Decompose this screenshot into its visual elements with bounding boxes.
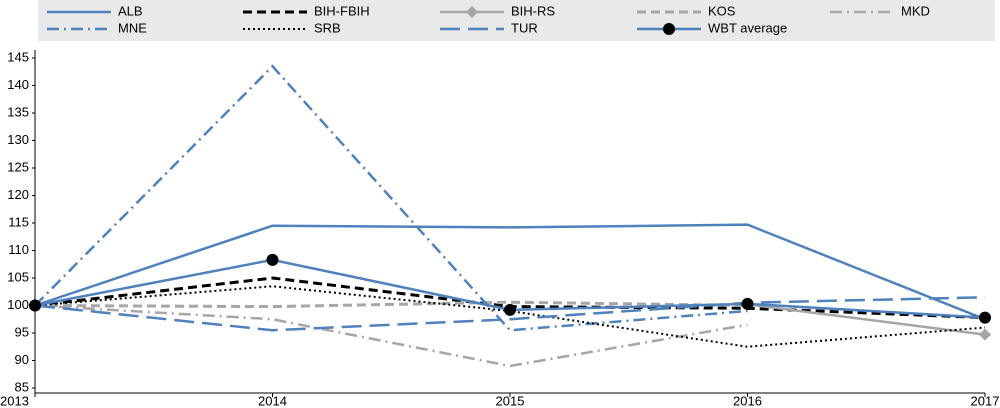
- y-tick-label: 135: [7, 104, 29, 119]
- series-line: [747, 303, 986, 336]
- x-tick-label: 2015: [496, 393, 525, 408]
- data-point: [29, 299, 41, 312]
- series-line: [34, 304, 748, 368]
- legend-marker: [466, 6, 478, 18]
- legend-label: BIH-RS: [511, 3, 555, 18]
- data-point: [979, 311, 991, 324]
- legend-label: MNE: [118, 20, 147, 35]
- x-tick-label: 2014: [258, 393, 287, 408]
- data-point: [266, 253, 279, 266]
- x-tick-label: 2017: [971, 393, 1000, 408]
- legend-label: KOS: [708, 3, 736, 18]
- y-tick-label: 145: [7, 49, 29, 64]
- legend-label: WBT average: [708, 20, 787, 35]
- x-tick-label: 2013: [0, 393, 29, 408]
- y-tick-label: 85: [15, 379, 29, 394]
- y-tick-label: 130: [7, 132, 29, 147]
- series-line: [34, 64, 748, 332]
- legend-marker: [663, 23, 675, 35]
- series-line: [34, 223, 986, 321]
- y-tick-label: 90: [15, 352, 29, 367]
- data-point: [979, 328, 991, 341]
- series-line: [34, 300, 748, 309]
- legend-label: SRB: [314, 20, 341, 35]
- y-tick-label: 100: [7, 297, 29, 312]
- legend-label: MKD: [901, 3, 930, 18]
- legend-background: [38, 0, 995, 41]
- y-tick-label: 140: [7, 77, 29, 92]
- y-tick-label: 120: [7, 187, 29, 202]
- y-tick-label: 105: [7, 269, 29, 284]
- series-line: [34, 296, 986, 332]
- data-point: [741, 297, 754, 310]
- y-tick-label: 115: [8, 214, 29, 229]
- y-tick-label: 110: [8, 242, 29, 257]
- y-tick-label: 125: [7, 159, 29, 174]
- y-tick-label: 95: [15, 324, 29, 339]
- series-line: [34, 285, 986, 348]
- legend-label: BIH-FBIH: [314, 3, 370, 18]
- legend-label: ALB: [118, 3, 143, 18]
- legend-label: TUR: [511, 20, 538, 35]
- x-tick-label: 2016: [733, 393, 762, 408]
- data-point: [504, 303, 516, 316]
